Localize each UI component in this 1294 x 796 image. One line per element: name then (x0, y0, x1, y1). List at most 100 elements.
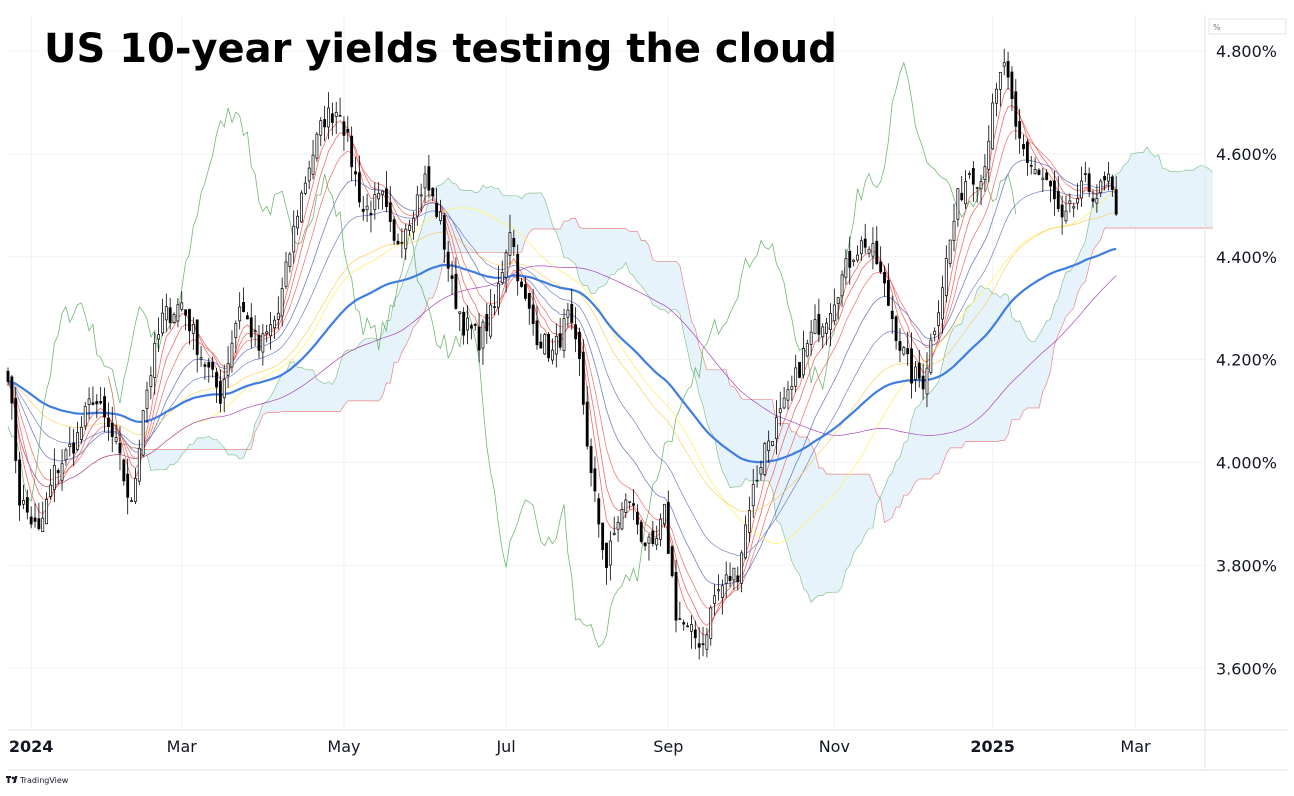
candle (496, 265, 500, 316)
candle-body (1080, 180, 1083, 199)
candle-body (890, 310, 894, 320)
ma-line-200 (7, 247, 1117, 464)
candle-body (852, 259, 856, 262)
candle (110, 406, 114, 453)
y-axis-ticks: 4.800% 4.600% 4.400% 4.200% 4.000% 3.800% 3.60… (1216, 42, 1277, 678)
candle (87, 387, 91, 420)
candle-body (137, 447, 141, 482)
candle (439, 199, 442, 225)
candle-body (713, 595, 717, 604)
candle-body (875, 240, 879, 265)
candle-body (574, 324, 578, 340)
candle-body (149, 375, 153, 387)
candle (245, 312, 249, 320)
candle (632, 489, 635, 521)
candle-body (659, 518, 662, 540)
x-tick-label: Sep (653, 737, 683, 756)
candle-body (647, 536, 651, 544)
candle-body (547, 333, 550, 359)
candle (292, 210, 296, 264)
candle-body (130, 500, 133, 502)
candle-body (639, 521, 643, 542)
candle (168, 297, 172, 330)
candle (875, 226, 879, 265)
candle-body (964, 181, 968, 205)
candle-body (458, 311, 462, 314)
candle-body (203, 364, 207, 367)
candle-body (535, 320, 539, 346)
candle (1056, 176, 1060, 213)
candle-body (585, 401, 589, 447)
candle-body (489, 304, 493, 337)
candle-body (346, 128, 350, 133)
candle-body (944, 258, 948, 296)
candle (280, 277, 284, 327)
candle-body (705, 634, 709, 650)
candle (1006, 51, 1010, 90)
candle-body (300, 192, 303, 223)
candle (879, 246, 883, 274)
candle (504, 249, 508, 293)
candle (886, 263, 890, 307)
candle-body (612, 532, 616, 535)
candle (697, 627, 701, 660)
candle-body (1010, 71, 1014, 99)
candle (531, 288, 535, 336)
candle-body (643, 542, 647, 547)
candle-body (14, 398, 18, 461)
candle-body (998, 71, 1002, 90)
candle (76, 421, 79, 452)
candle-body (473, 323, 477, 326)
candle (551, 338, 554, 365)
candle (736, 566, 740, 591)
candle-body (68, 443, 72, 448)
candle (925, 352, 929, 408)
candle (238, 292, 242, 330)
candle (539, 333, 543, 349)
x-tick-label: Mar (1120, 737, 1151, 756)
candle (987, 125, 991, 183)
candle-body (1018, 121, 1022, 139)
candle-body (802, 348, 805, 376)
candle (134, 468, 137, 505)
candle-body (782, 397, 786, 409)
candle-body (832, 304, 836, 322)
y-tick-label: 4.800% (1216, 42, 1277, 61)
candle-body (91, 402, 95, 405)
candle-body (485, 314, 489, 332)
candle (396, 233, 400, 245)
candle-body (141, 410, 145, 456)
candle (33, 503, 37, 528)
candle-body (512, 238, 516, 248)
candle-body (655, 537, 659, 546)
candle (408, 219, 411, 236)
candle-body (686, 625, 689, 628)
candle-body (948, 239, 952, 264)
candle (319, 117, 323, 147)
unit-box[interactable] (1208, 18, 1287, 35)
candle-body (161, 312, 164, 334)
candle-body (859, 240, 863, 255)
candle (211, 356, 215, 378)
candle (971, 161, 975, 202)
cloud-fill (108, 146, 1213, 603)
candle-body (76, 432, 79, 450)
candle-body (601, 522, 605, 551)
candle-body (879, 261, 883, 272)
candle-body (172, 314, 176, 323)
candle-body (578, 331, 581, 360)
candle-body (195, 319, 199, 355)
cloud-span-b-line (108, 218, 1213, 524)
candle (859, 236, 863, 261)
candle (906, 331, 910, 366)
candle (944, 245, 948, 303)
candle-body (184, 309, 188, 316)
candle-body (1025, 141, 1029, 163)
candle (948, 239, 952, 268)
candle (856, 245, 859, 263)
candle (593, 456, 597, 502)
candle (686, 622, 689, 628)
candle-body (1033, 169, 1037, 174)
candle-body (516, 253, 520, 282)
candle (690, 615, 693, 649)
